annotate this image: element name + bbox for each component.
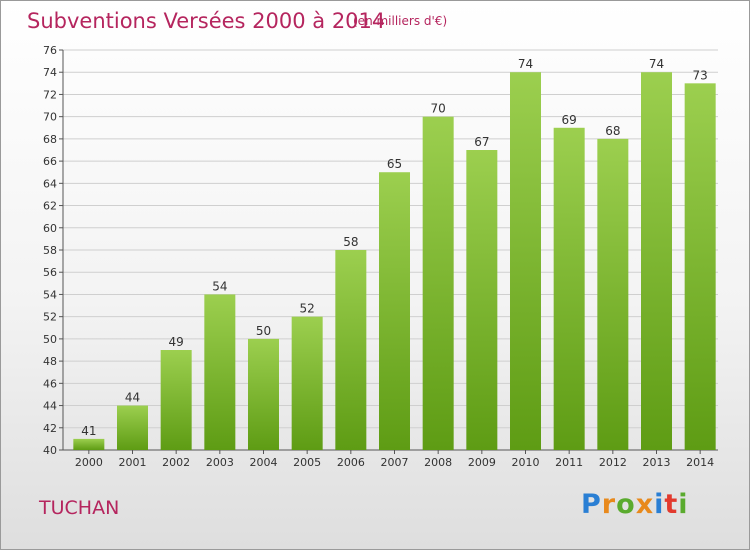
bars: [73, 72, 716, 451]
logo-letter: t: [664, 489, 679, 520]
data-label: 54: [212, 279, 227, 293]
x-tick-label: 2004: [250, 456, 278, 469]
x-tick-label: 2007: [381, 456, 409, 469]
bar: [291, 316, 323, 450]
bar: [73, 438, 105, 450]
bar: [335, 250, 367, 450]
x-tick-label: 2003: [206, 456, 234, 469]
logo-letter: i: [654, 489, 665, 520]
y-tick-label: 66: [43, 155, 57, 168]
x-tick-label: 2000: [75, 456, 103, 469]
data-label: 74: [649, 57, 664, 71]
data-label: 58: [343, 235, 358, 249]
logo-letter: i: [678, 489, 689, 520]
proxiti-logo: Proxiti: [581, 489, 689, 520]
y-tick-label: 42: [43, 422, 57, 435]
bar: [510, 72, 541, 450]
y-tick-label: 68: [43, 133, 57, 146]
data-label: 73: [693, 68, 708, 82]
logo-letter: x: [635, 489, 655, 520]
data-label: 44: [125, 391, 140, 405]
x-tick-label: 2014: [686, 456, 714, 469]
bar: [117, 405, 148, 450]
bar: [204, 294, 236, 450]
bar: [422, 116, 454, 451]
bar: [684, 83, 716, 450]
y-tick-label: 62: [43, 200, 57, 213]
data-label: 67: [474, 135, 489, 149]
y-tick-label: 64: [43, 177, 57, 190]
commune-name: TUCHAN: [39, 497, 120, 519]
data-label: 65: [387, 157, 402, 171]
data-label: 49: [169, 335, 184, 349]
bar: [466, 150, 498, 450]
y-tick-label: 54: [43, 288, 57, 301]
y-tick-label: 58: [43, 244, 57, 257]
y-tick-label: 72: [43, 88, 57, 101]
chart-subtitle: (en milliers d'€): [353, 14, 448, 28]
y-tick-label: 46: [43, 377, 57, 390]
x-tick-label: 2005: [293, 456, 321, 469]
x-tick-label: 2008: [424, 456, 452, 469]
data-label: 52: [300, 302, 315, 316]
y-tick-label: 56: [43, 266, 57, 279]
data-label: 69: [562, 113, 577, 127]
bar: [553, 127, 585, 451]
data-label: 41: [81, 424, 96, 438]
data-label: 68: [605, 124, 620, 138]
y-tick-label: 40: [43, 444, 57, 457]
x-tick-label: 2002: [162, 456, 190, 469]
x-tick-label: 2009: [468, 456, 496, 469]
bar: [641, 72, 672, 450]
data-label: 50: [256, 324, 271, 338]
logo-letter: P: [581, 489, 602, 520]
y-tick-label: 74: [43, 66, 57, 79]
x-tick-label: 2013: [643, 456, 671, 469]
y-tick-label: 48: [43, 355, 57, 368]
data-label: 74: [518, 57, 533, 71]
x-tick-label: 2010: [512, 456, 540, 469]
labels: 40 42 44 46 48 50 52 54 56 58 60 62 64 66 68 70 72 74 76 41…: [43, 44, 714, 469]
data-label: 70: [431, 102, 446, 116]
bar: [160, 350, 192, 450]
x-tick-label: 2011: [555, 456, 583, 469]
y-tick-label: 52: [43, 311, 57, 324]
logo-letter: r: [601, 489, 617, 520]
x-tick-label: 2012: [599, 456, 627, 469]
chart-title: Subventions Versées 2000 à 2014: [27, 9, 386, 33]
y-tick-label: 70: [43, 111, 57, 124]
logo-letter: o: [616, 489, 636, 520]
x-tick-label: 2006: [337, 456, 365, 469]
y-tick-label: 76: [43, 44, 57, 57]
x-tick-label: 2001: [119, 456, 147, 469]
bar: [379, 172, 410, 450]
y-tick-label: 50: [43, 333, 57, 346]
y-tick-label: 44: [43, 400, 57, 413]
bar: [248, 338, 279, 450]
bar: [597, 138, 629, 450]
y-tick-label: 60: [43, 222, 57, 235]
